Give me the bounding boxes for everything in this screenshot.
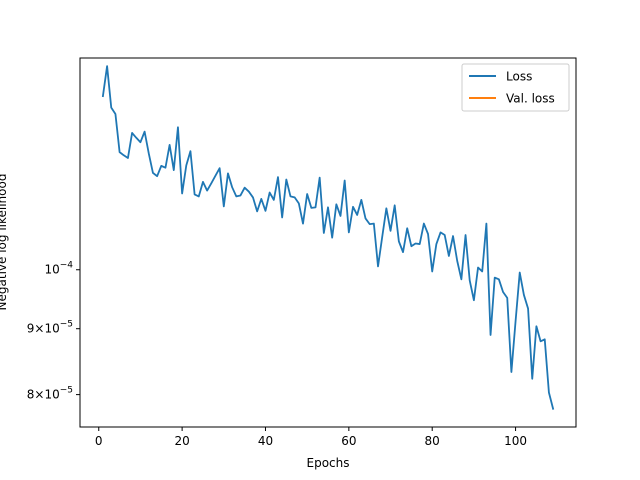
x-tick-label: 100 (504, 434, 527, 448)
x-tick-label: 80 (425, 434, 440, 448)
plot-frame (79, 57, 577, 428)
legend: Loss Val. loss (461, 63, 570, 112)
legend-label-val-loss: Val. loss (506, 92, 555, 106)
series-line-loss (101, 65, 555, 410)
x-tick-label: 40 (258, 434, 273, 448)
x-tick-label: 20 (174, 434, 189, 448)
y-tick-label: 10−4 (44, 261, 73, 277)
x-tick-label: 60 (341, 434, 356, 448)
y-axis-label: Negative log likelihood (0, 174, 9, 311)
x-axis-label: Epochs (307, 456, 350, 470)
plot-series (101, 65, 555, 410)
x-tick-label: 0 (95, 434, 103, 448)
legend-label-loss: Loss (506, 70, 532, 84)
x-axis-ticks: 0 20 40 60 80 100 (95, 427, 527, 448)
y-axis-ticks: 8×10−5 9×10−5 10−4 (27, 261, 80, 402)
y-tick-label: 8×10−5 (27, 386, 73, 402)
y-tick-label: 9×10−5 (27, 320, 73, 336)
